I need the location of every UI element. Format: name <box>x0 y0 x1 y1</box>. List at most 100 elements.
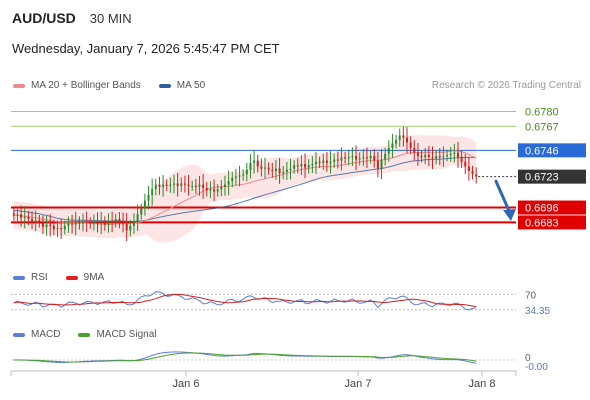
candle <box>173 174 176 194</box>
candle <box>446 149 449 162</box>
candle-body <box>406 137 409 143</box>
candle <box>169 177 172 193</box>
candle-body <box>329 161 332 163</box>
candle-body <box>274 168 277 171</box>
candle-body <box>107 221 110 225</box>
candle <box>118 211 121 229</box>
candle-body <box>296 165 299 167</box>
candle <box>460 151 463 168</box>
candle <box>183 175 186 193</box>
candle <box>154 178 157 196</box>
candle-body <box>147 194 150 201</box>
legend-ma50-swatch <box>158 83 171 88</box>
candle-body <box>453 152 456 154</box>
candle <box>194 178 197 194</box>
candle-body <box>245 169 248 175</box>
level-label-3: 0.6723 <box>525 172 559 184</box>
candle <box>325 151 328 172</box>
candle-body <box>187 184 190 186</box>
candle <box>278 158 281 184</box>
candle-body <box>384 153 387 160</box>
x-tick-label-1: Jan 7 <box>345 378 372 390</box>
candle <box>467 156 470 181</box>
candle-body <box>191 185 194 187</box>
credit-label: Research © 2026 Trading Central <box>431 80 581 91</box>
candle-body <box>420 156 423 158</box>
level-label-box-3 <box>518 169 586 184</box>
candle-body <box>63 225 66 230</box>
candle <box>31 211 34 230</box>
candle <box>202 174 205 199</box>
candle <box>395 134 398 149</box>
candle <box>85 211 88 233</box>
legend-macd: MACD <box>13 329 60 340</box>
candle-body <box>125 223 128 231</box>
candle-body <box>467 166 470 171</box>
candle-body <box>289 168 292 170</box>
candle-body <box>340 157 343 161</box>
candle-body <box>365 157 368 159</box>
candle <box>409 136 412 155</box>
candle-body <box>464 161 467 167</box>
candle-body <box>322 160 325 163</box>
candle <box>103 216 106 231</box>
candle <box>260 158 263 177</box>
candle <box>136 204 139 231</box>
candle-body <box>89 222 92 224</box>
candle <box>358 152 361 166</box>
main-legend: MA 20 + Bollinger Bands MA 50 <box>13 80 223 91</box>
candle-body <box>358 158 361 160</box>
candle <box>242 169 245 181</box>
legend-9ma: 9MA <box>65 272 104 283</box>
legend-rsi-label: RSI <box>31 272 48 283</box>
candle-body <box>12 213 15 216</box>
candle <box>67 216 70 233</box>
symbol-label: AUD/USD <box>12 10 76 26</box>
candle-body <box>23 216 26 218</box>
candle <box>74 211 77 236</box>
candle <box>63 220 66 235</box>
legend-ma20: MA 20 + Bollinger Bands <box>13 80 141 91</box>
candle-body <box>253 160 256 163</box>
candle-body <box>16 214 19 216</box>
candle <box>60 218 63 239</box>
candle <box>264 157 267 179</box>
candle-body <box>471 170 474 175</box>
candle-body <box>154 184 157 190</box>
candle <box>162 174 165 197</box>
candle <box>424 147 427 165</box>
candle <box>92 214 95 231</box>
candle <box>296 158 299 174</box>
candle <box>329 151 332 174</box>
candle <box>227 170 230 196</box>
candle <box>318 156 321 169</box>
candle <box>314 152 317 174</box>
candle <box>16 207 19 223</box>
candle-body <box>373 156 376 161</box>
candle-body <box>234 176 237 178</box>
candle <box>158 176 161 195</box>
candle <box>238 165 241 187</box>
level-label-2: 0.6746 <box>525 145 559 157</box>
candle <box>340 147 343 171</box>
candle-body <box>173 183 176 185</box>
candle-body <box>122 221 125 224</box>
candle-body <box>242 174 245 176</box>
level-label-box-2 <box>518 143 586 158</box>
candle-body <box>314 161 317 165</box>
candle <box>125 212 128 242</box>
legend-macd-label: MACD <box>31 329 61 340</box>
candle <box>413 140 416 161</box>
level-label-box-5 <box>518 215 586 230</box>
candle-body <box>20 214 23 218</box>
candle-body <box>136 214 139 222</box>
candle <box>475 167 478 184</box>
candle <box>416 142 419 166</box>
candle-body <box>227 181 230 185</box>
candle <box>464 153 467 175</box>
candle-body <box>318 161 321 163</box>
candle-body <box>435 156 438 159</box>
candle-body <box>220 186 223 190</box>
candle-body <box>151 189 154 195</box>
candle-body <box>264 167 267 169</box>
